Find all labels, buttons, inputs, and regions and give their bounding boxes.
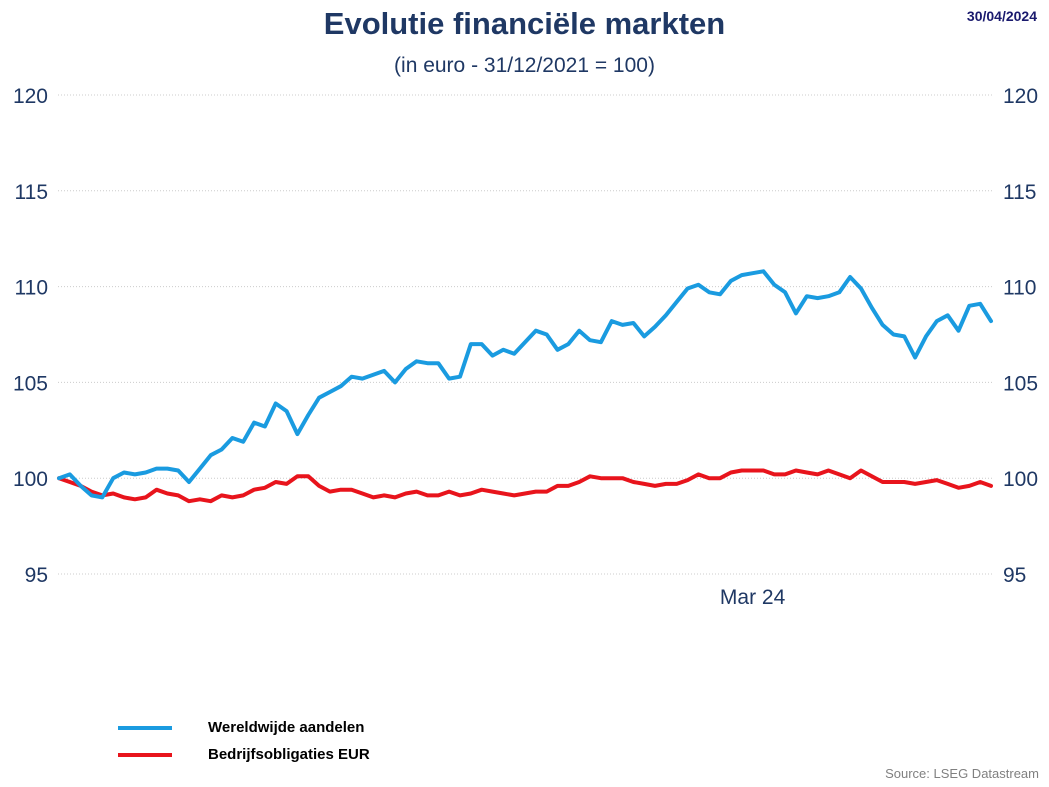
y-tick-right-110: 110 bbox=[1003, 277, 1036, 300]
y-tick-right-120: 120 bbox=[1003, 85, 1038, 108]
series-line-bonds bbox=[57, 468, 993, 504]
y-axis-right: 95 100 105 110 115 120 bbox=[1003, 85, 1038, 587]
y-tick-left-105: 105 bbox=[13, 372, 48, 395]
legend: Wereldwijde aandelen Bedrijfsobligaties … bbox=[118, 714, 370, 768]
legend-item-bonds: Bedrijfsobligaties EUR bbox=[118, 741, 370, 768]
series-line-equities bbox=[57, 269, 993, 500]
legend-label-bonds: Bedrijfsobligaties EUR bbox=[208, 746, 370, 763]
y-axis-left: 95 100 105 110 115 120 bbox=[13, 85, 48, 587]
y-tick-right-95: 95 bbox=[1003, 564, 1026, 587]
series-group bbox=[57, 269, 993, 504]
legend-swatch-equities bbox=[118, 725, 172, 730]
y-tick-right-105: 105 bbox=[1003, 372, 1038, 395]
source-note: Source: LSEG Datastream bbox=[885, 766, 1039, 781]
chart-title: Evolutie financiële markten bbox=[323, 6, 726, 41]
legend-label-equities: Wereldwijde aandelen bbox=[208, 719, 365, 736]
y-tick-left-115: 115 bbox=[15, 181, 48, 204]
legend-item-equities: Wereldwijde aandelen bbox=[118, 714, 370, 741]
report-date: 30/04/2024 bbox=[966, 8, 1037, 24]
legend-swatch-bonds bbox=[118, 752, 172, 757]
y-tick-left-95: 95 bbox=[25, 564, 48, 587]
x-axis: Mar 24 bbox=[720, 586, 786, 609]
y-tick-right-100: 100 bbox=[1003, 468, 1038, 491]
gridlines bbox=[58, 94, 992, 575]
y-tick-right-115: 115 bbox=[1003, 181, 1036, 204]
chart-subtitle: (in euro - 31/12/2021 = 100) bbox=[394, 54, 655, 77]
y-tick-left-110: 110 bbox=[15, 277, 48, 300]
y-tick-left-100: 100 bbox=[13, 468, 48, 491]
x-tick-label: Mar 24 bbox=[720, 586, 786, 609]
y-tick-left-120: 120 bbox=[13, 85, 48, 108]
